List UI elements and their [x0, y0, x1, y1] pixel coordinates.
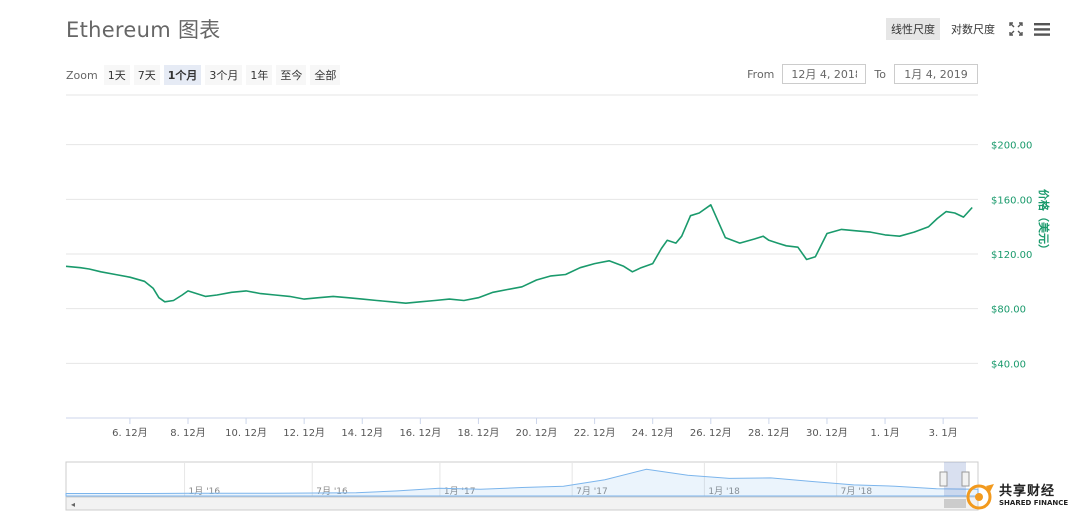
x-tick-label: 22. 12月 [574, 427, 616, 439]
navigator-frame [65, 461, 979, 497]
linear-scale-button[interactable]: 线性尺度 [886, 18, 940, 40]
navigator-left-handle[interactable] [939, 471, 948, 487]
navigator-tick-label: 7月 '17 [576, 486, 608, 497]
x-tick-label: 24. 12月 [632, 427, 674, 439]
navigator-tick-label: 1月 '18 [708, 486, 740, 497]
from-date-input[interactable] [782, 64, 867, 84]
x-tick-label: 3. 1月 [929, 427, 958, 439]
fullscreen-icon[interactable] [1006, 19, 1026, 39]
to-date-input[interactable] [894, 64, 978, 84]
watermark-logo-icon [966, 484, 994, 510]
zoom-7d-button[interactable]: 7天 [133, 65, 160, 85]
watermark-en-text: SHARED FINANCE [999, 499, 1069, 507]
navigator-tick-label: 7月 '16 [316, 486, 348, 497]
x-tick-label: 1. 1月 [871, 427, 900, 439]
zoom-1m-button[interactable]: 1个月 [163, 65, 202, 85]
y-tick-label: $40.00 [991, 359, 1026, 370]
scrollbar-left-arrow-icon[interactable]: ◂ [71, 500, 75, 509]
price-series-line [65, 204, 973, 304]
y-tick-label: $200.00 [991, 141, 1032, 152]
scrollbar-thumb[interactable] [944, 499, 966, 508]
x-tick-label: 8. 12月 [170, 427, 205, 439]
menu-icon[interactable] [1032, 19, 1052, 39]
navigator-scrollbar[interactable] [65, 496, 979, 511]
navigator-tick-label: 1月 '16 [189, 486, 221, 497]
chart-gridlines [66, 94, 978, 364]
log-scale-button[interactable]: 对数尺度 [946, 18, 1000, 40]
y-tick-label: $160.00 [991, 195, 1032, 206]
navigator-series-line [65, 468, 979, 497]
watermark-cn-text: 共享财经 [999, 484, 1056, 499]
x-tick-label: 18. 12月 [458, 427, 500, 439]
x-tick-label: 10. 12月 [225, 427, 267, 439]
zoom-all-button[interactable]: 全部 [310, 65, 341, 85]
x-tick-label: 16. 12月 [399, 427, 441, 439]
scale-controls: 线性尺度 对数尺度 [886, 18, 1052, 40]
zoom-controls: Zoom 1天 7天 1个月 3个月 1年 至今 全部 [66, 65, 341, 85]
y-axis-label: 价格（美元） [1037, 189, 1051, 255]
zoom-1y-button[interactable]: 1年 [246, 65, 273, 85]
navigator-selection[interactable] [944, 462, 966, 496]
from-label: From [747, 67, 775, 81]
zoom-3m-button[interactable]: 3个月 [205, 65, 243, 85]
x-tick-label: 28. 12月 [748, 427, 790, 439]
x-tick-label: 26. 12月 [690, 427, 732, 439]
navigator-tick-label: 7月 '18 [841, 486, 873, 497]
zoom-label: Zoom [66, 68, 98, 82]
y-tick-label: $120.00 [991, 250, 1032, 261]
x-tick-label: 20. 12月 [516, 427, 558, 439]
watermark: 共享财经 SHARED FINANCE [966, 482, 1068, 510]
y-tick-label: $80.00 [991, 305, 1026, 316]
navigator-right-handle[interactable] [961, 471, 970, 487]
x-axis-ticks: 6. 12月 8. 12月 10. 12月 12. 12月 14. 12月 16. 12月… [112, 418, 958, 439]
to-label: To [874, 67, 886, 81]
navigator-tick-label: 1月 '17 [444, 486, 476, 497]
y-axis-ticks: $200.00 $160.00 $120.00 $80.00 $40.00 [991, 141, 1032, 371]
navigator-ticks: 1月 '16 7月 '16 1月 '17 7月 '17 1月 '18 7月 '18 [184, 462, 873, 497]
x-tick-label: 6. 12月 [112, 427, 147, 439]
zoom-ytd-button[interactable]: 至今 [276, 65, 307, 85]
x-tick-label: 12. 12月 [283, 427, 325, 439]
zoom-1d-button[interactable]: 1天 [103, 65, 130, 85]
date-range: From To [747, 64, 978, 84]
x-tick-label: 14. 12月 [341, 427, 383, 439]
chart-title: Ethereum 图表 [66, 18, 221, 42]
x-tick-label: 30. 12月 [806, 427, 848, 439]
navigator[interactable]: 1月 '16 7月 '16 1月 '17 7月 '17 1月 '18 7月 '18 ◂ [65, 461, 979, 511]
